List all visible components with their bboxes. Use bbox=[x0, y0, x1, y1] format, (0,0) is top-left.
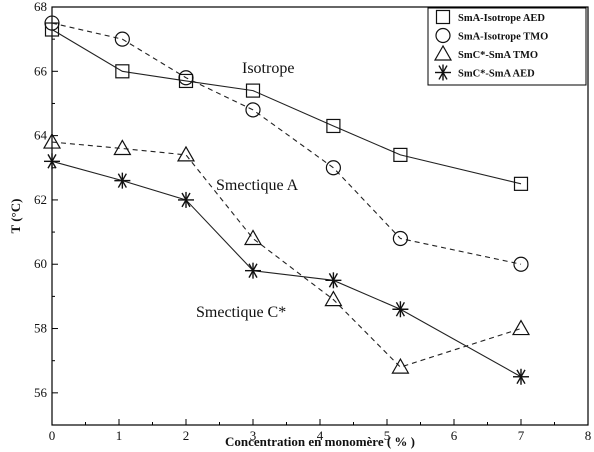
y-tick-label: 56 bbox=[34, 385, 48, 400]
legend-label: SmA-Isotrope AED bbox=[458, 13, 545, 24]
data-point-triangle bbox=[511, 319, 531, 336]
data-point-triangle bbox=[391, 357, 410, 374]
region-label-smectique-a: Smectique A bbox=[216, 177, 299, 194]
legend-box bbox=[427, 7, 587, 86]
data-point-star bbox=[178, 191, 194, 208]
x-tick-label: 8 bbox=[585, 428, 592, 443]
region-label-isotrope: Isotrope bbox=[242, 60, 294, 77]
data-point-square bbox=[245, 83, 261, 98]
legend-label: SmA-Isotrope TMO bbox=[458, 32, 548, 43]
data-point-triangle bbox=[176, 145, 196, 162]
data-point-star bbox=[325, 272, 342, 289]
series-line bbox=[51, 22, 522, 265]
legend-marker-triangle bbox=[433, 44, 453, 61]
data-point-star bbox=[44, 153, 60, 170]
data-point-triangle bbox=[113, 139, 132, 156]
data-point-square bbox=[326, 118, 341, 134]
x-tick-label: 0 bbox=[49, 428, 56, 443]
x-tick-label: 4 bbox=[317, 428, 324, 443]
data-point-star bbox=[513, 368, 529, 385]
data-point-circle bbox=[114, 31, 130, 47]
x-tick-label: 5 bbox=[384, 428, 391, 443]
x-tick-label: 3 bbox=[250, 428, 257, 443]
data-point-triangle bbox=[243, 229, 263, 246]
y-tick-label: 68 bbox=[34, 0, 47, 14]
x-tick-label: 6 bbox=[451, 428, 458, 443]
legend-marker-circle bbox=[435, 27, 451, 44]
series-circle bbox=[44, 15, 529, 272]
y-tick-label: 62 bbox=[34, 192, 47, 207]
series-star bbox=[44, 153, 529, 385]
x-tick-label: 1 bbox=[116, 428, 123, 443]
region-label-smectique-c: Smectique C* bbox=[196, 304, 286, 321]
legend-items: SmA-Isotrope AED SmA-Isotrope TMO SmC*-SmA… bbox=[433, 9, 548, 81]
data-point-circle bbox=[245, 102, 261, 118]
x-axis-title: Concentration en monomère ( % ) bbox=[225, 434, 415, 449]
series-triangle bbox=[42, 132, 531, 374]
y-tick-label: 58 bbox=[34, 321, 47, 336]
series-line bbox=[51, 29, 522, 185]
data-point-triangle bbox=[42, 132, 62, 149]
legend-marker-square bbox=[435, 9, 451, 25]
y-axis-title: T (°C) bbox=[8, 199, 23, 234]
y-tick-label: 60 bbox=[34, 256, 47, 271]
data-point-triangle bbox=[324, 290, 343, 307]
series-layer bbox=[42, 15, 531, 385]
data-point-circle bbox=[392, 230, 408, 247]
x-tick-label: 7 bbox=[518, 428, 525, 443]
legend: SmA-Isotrope AED SmA-Isotrope TMO SmC*-SmA… bbox=[427, 7, 587, 86]
series-square bbox=[44, 22, 529, 191]
data-point-star bbox=[245, 262, 261, 279]
x-tick-label: 2 bbox=[183, 428, 190, 443]
legend-label: SmC*-SmA AED bbox=[458, 69, 535, 80]
data-point-star bbox=[114, 172, 131, 189]
y-tick-label: 64 bbox=[34, 128, 48, 143]
y-tick-label: 66 bbox=[34, 63, 48, 78]
data-point-square bbox=[115, 64, 130, 79]
data-point-circle bbox=[325, 160, 341, 176]
legend-label: SmC*-SmA TMO bbox=[458, 50, 538, 61]
data-point-circle bbox=[44, 15, 60, 31]
data-point-square bbox=[513, 176, 529, 191]
data-point-square bbox=[44, 22, 60, 37]
data-point-square bbox=[393, 147, 408, 163]
data-point-star bbox=[392, 301, 409, 318]
legend-marker-star bbox=[435, 64, 451, 81]
data-point-circle bbox=[513, 256, 529, 272]
data-point-circle bbox=[178, 70, 194, 86]
